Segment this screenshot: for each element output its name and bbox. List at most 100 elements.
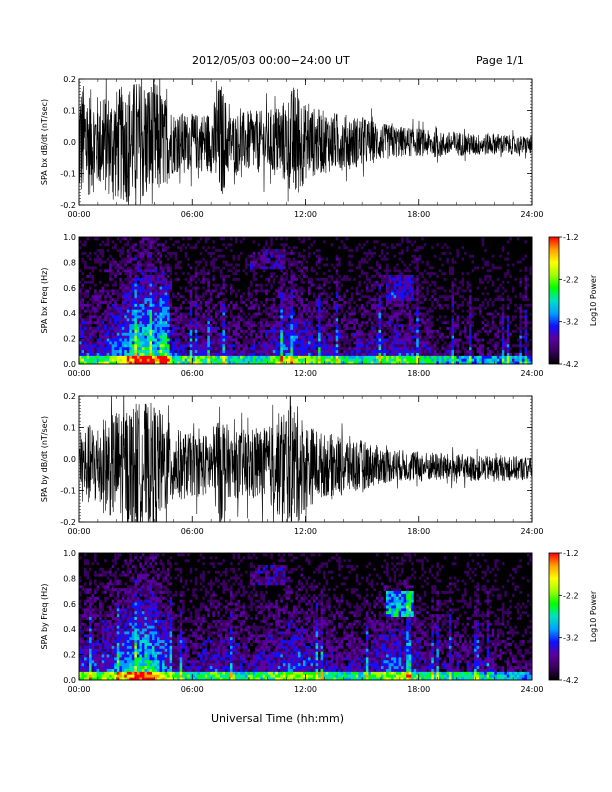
spectrogram-cell [169,280,173,284]
spectrogram-cell [305,303,309,307]
spectrogram-cell [272,254,276,258]
spectrogram-cell [199,309,203,313]
spectrogram-cell [162,265,166,270]
spectrogram-cell [101,306,105,310]
spectrogram-cell [340,312,344,316]
spectrogram-cell [104,289,108,293]
spectrogram-cell [139,297,143,301]
spectrogram-cell [187,237,191,241]
spectrogram-cell [111,312,115,316]
spectrogram-cell [295,306,299,310]
spectrogram-cell [230,254,233,258]
spectrogram-cell [225,361,228,365]
spectrogram-cell [242,317,246,322]
spectrogram-cell [207,306,211,310]
spectrogram-cell [260,283,264,287]
spectrogram-cell [209,312,213,316]
spectrogram-cell [197,277,201,281]
spectrogram-cell [184,346,188,351]
spectrogram-cell [96,335,100,339]
spectrogram-cell [209,280,213,284]
spectrogram-cell [262,303,266,307]
spectrogram-cell [139,268,143,273]
spectrogram-cell [282,297,286,301]
spectrogram-cell [343,326,347,330]
spectrogram-cell [252,329,256,333]
spectrogram-cell [225,312,228,316]
spectrogram-cell [124,312,128,316]
spectrogram-cell [144,329,148,333]
spectrogram-cell [94,352,98,356]
spectrogram-cell [101,291,105,296]
spectrogram-cell [350,254,354,258]
spectrogram-cell [144,271,148,275]
spectrogram-cell [182,326,186,330]
spectrogram-cell [219,349,223,353]
spectrogram-cell [222,257,226,261]
spectrogram-cell [179,297,183,301]
spectrogram-cell [187,346,191,351]
spectrogram-cell [252,263,256,267]
spectrogram-cell [348,326,352,330]
spectrogram-cell [194,355,198,359]
spectrogram-cell [174,343,178,348]
spectrogram-cell [126,268,130,273]
spectrogram-cell [277,309,281,313]
spectrogram-cell [328,286,332,290]
spectrogram-cell [285,335,289,339]
spectrogram-cell [230,346,233,351]
spectrogram-cell [292,303,296,307]
spectrogram-cell [250,312,254,316]
spectrogram-cell [235,237,238,241]
spectrogram-cell [146,303,150,307]
spectrogram-cell [182,343,186,348]
spectrogram-cell [330,239,334,244]
spectrogram-cell [277,274,281,278]
spectrogram-cell [111,242,115,247]
spectrogram-cell [282,306,286,310]
spectrogram-cell [106,314,110,319]
spectrogram-cell [240,271,244,275]
spectrogram-cell [182,306,186,310]
spectrogram-cell [164,355,168,359]
spectrogram-cell [139,323,143,327]
spectrogram-cell [277,245,281,250]
spectrogram-cell [152,349,155,353]
spectrogram-cell [230,237,233,241]
spectrogram-cell [101,314,105,319]
spectrogram-cell [164,289,168,293]
spectrogram-cell [192,271,196,275]
spectrogram-cell [320,361,324,365]
spectrogram-cell [285,309,289,313]
spectrogram-cell [290,349,294,353]
spectrogram-cell [136,294,140,299]
spectrogram-cell [300,303,304,307]
spectrogram-cell [134,323,138,327]
spectrogram-cell [109,338,113,342]
spectrogram-cell [300,297,304,301]
spectrogram-cell [169,251,173,255]
spectrogram-cell [285,320,289,325]
spectrogram-cell [212,294,216,299]
spectrogram-cell [114,254,118,258]
spectrogram-cell [124,257,128,261]
spectrogram-cell [131,358,135,362]
spectrogram-cell [144,286,148,290]
spectrogram-cell [119,317,123,322]
spectrogram-cell [164,245,168,250]
spectrogram-cell [114,280,118,284]
spectrogram-cell [177,352,181,356]
spectrogram-cell [217,291,221,296]
spectrogram-cell [345,291,349,296]
spectrogram-cell [323,286,327,290]
spectrogram-cell [187,294,191,299]
spectrogram-cell [255,289,259,293]
spectrogram-cell [265,248,269,252]
spectrogram-cell [225,338,228,342]
spectrogram-cell [303,329,306,333]
spectrogram-cell [182,355,186,359]
spectrogram-cell [214,312,218,316]
spectrogram-cell [79,340,82,345]
spectrogram-cell [310,289,314,293]
spectrogram-cell [214,254,218,258]
